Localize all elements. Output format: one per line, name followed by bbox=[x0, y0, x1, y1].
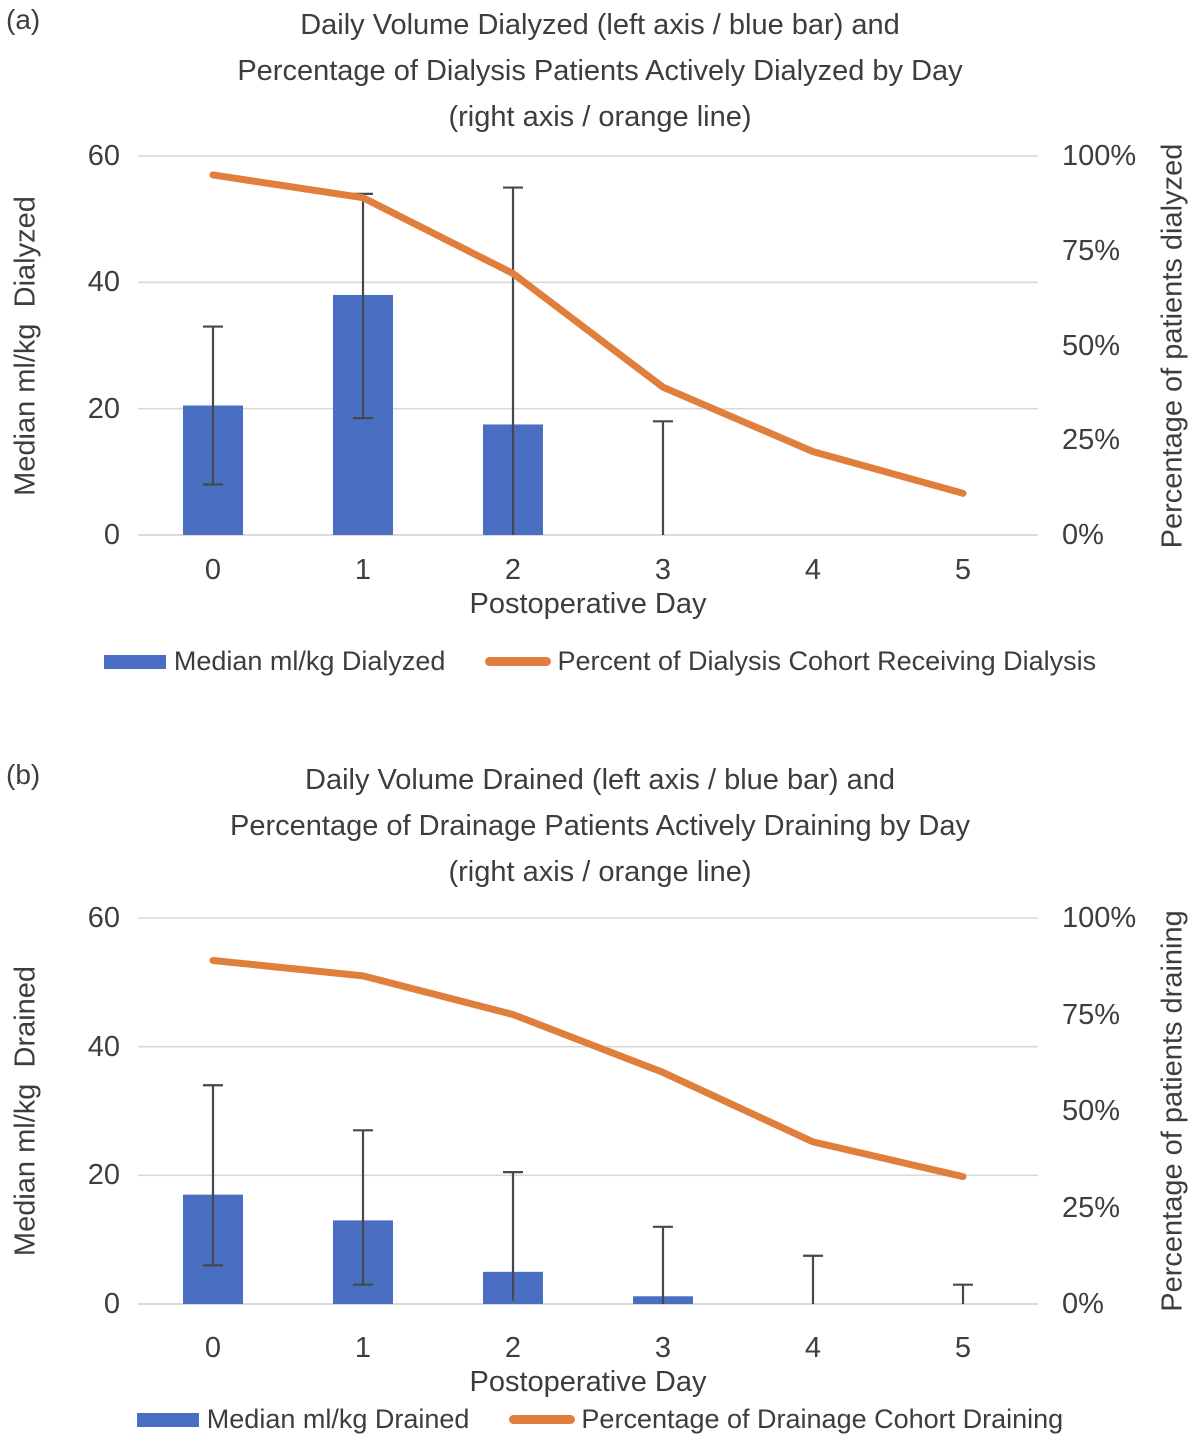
panel-b-label: (b) bbox=[6, 759, 41, 790]
chart-title-line-1: Daily Volume Dialyzed (left axis / blue … bbox=[300, 9, 900, 41]
right-axis-tick-50%: 50% bbox=[1062, 1095, 1121, 1127]
legend-line-label: Percentage of Drainage Cohort Draining bbox=[581, 1404, 1064, 1434]
legend-item-line-series: Percentage of Drainage Cohort Draining bbox=[509, 1404, 1063, 1435]
chart-title-line-2: Percentage of Drainage Patients Actively… bbox=[230, 810, 970, 842]
x-axis-tick-2: 2 bbox=[504, 554, 522, 586]
legend-bar-swatch-icon bbox=[136, 1412, 199, 1427]
chart-canvas bbox=[138, 155, 1038, 536]
x-axis-tick-5: 5 bbox=[954, 1332, 972, 1364]
x-axis-tick-1: 1 bbox=[354, 1332, 372, 1364]
chart-title-line-2: Percentage of Dialysis Patients Actively… bbox=[237, 55, 963, 87]
x-axis-title: Postoperative Day bbox=[469, 1366, 707, 1398]
right-axis-tick-25%: 25% bbox=[1062, 1191, 1121, 1224]
x-axis-tick-3: 3 bbox=[654, 1332, 672, 1364]
legend-bar-label: Median ml/kg Dialyzed bbox=[173, 646, 446, 676]
legend-line-label: Percent of Dialysis Cohort Receiving Dia… bbox=[557, 646, 1097, 676]
error-bar-day-5 bbox=[953, 1283, 973, 1304]
error-bar-day-2 bbox=[503, 1171, 523, 1301]
x-axis-tick-4: 4 bbox=[804, 1332, 822, 1364]
panel-b: (b) Daily Volume Drained (left axis / bl… bbox=[0, 755, 1200, 1439]
x-axis-title: Postoperative Day bbox=[469, 588, 707, 620]
legend-item-bar-series: Median ml/kg Drained bbox=[136, 1404, 470, 1435]
legend-bar-label: Median ml/kg Drained bbox=[206, 1404, 470, 1434]
error-bar-day-3 bbox=[653, 1225, 673, 1304]
plot-area bbox=[0, 755, 1200, 1439]
left-axis-tick-20: 20 bbox=[87, 1159, 120, 1192]
error-bar-day-1 bbox=[353, 1129, 373, 1286]
x-axis-tick-2: 2 bbox=[504, 1332, 522, 1364]
left-axis-tick-20: 20 bbox=[87, 392, 120, 425]
legend-item-bar-series: Median ml/kg Dialyzed bbox=[103, 646, 446, 677]
x-axis-tick-3: 3 bbox=[654, 554, 672, 586]
chart-title: Daily Volume Dialyzed (left axis / blue … bbox=[100, 2, 1100, 140]
x-axis-tick-1: 1 bbox=[354, 554, 372, 586]
right-axis-tick-100%: 100% bbox=[1062, 902, 1137, 934]
legend-bar-swatch-icon bbox=[103, 654, 166, 669]
legend: Median ml/kg Drained Percentage of Drain… bbox=[0, 1404, 1200, 1435]
chart-canvas bbox=[138, 917, 1038, 1305]
left-axis-tick-0: 0 bbox=[103, 519, 120, 551]
chart-title-line-3: (right axis / orange line) bbox=[448, 856, 752, 888]
error-bar-day-0 bbox=[203, 1084, 223, 1267]
right-axis-tick-100%: 100% bbox=[1062, 140, 1137, 172]
x-axis-tick-0: 0 bbox=[204, 554, 222, 586]
chart-title-line-1: Daily Volume Drained (left axis / blue b… bbox=[305, 764, 895, 796]
error-bar-day-3 bbox=[653, 420, 673, 535]
error-bar-day-0 bbox=[203, 325, 223, 486]
left-axis-tick-60: 60 bbox=[87, 902, 120, 934]
x-axis-tick-5: 5 bbox=[954, 554, 972, 586]
right-axis-tick-0%: 0% bbox=[1062, 1288, 1104, 1320]
right-axis-tick-50%: 50% bbox=[1062, 329, 1121, 362]
error-bar-day-2 bbox=[503, 186, 523, 535]
panel-a-label: (a) bbox=[6, 4, 41, 35]
legend: Median ml/kg Dialyzed Percent of Dialysi… bbox=[0, 646, 1200, 677]
right-axis-tick-0%: 0% bbox=[1062, 519, 1104, 551]
x-axis-tick-0: 0 bbox=[204, 1332, 222, 1364]
left-axis-tick-40: 40 bbox=[87, 1030, 120, 1063]
left-axis-tick-60: 60 bbox=[87, 140, 120, 172]
legend-line-swatch-icon bbox=[485, 657, 552, 666]
right-axis-tick-75%: 75% bbox=[1062, 998, 1121, 1031]
left-axis-tick-40: 40 bbox=[87, 266, 120, 299]
left-axis-tick-0: 0 bbox=[103, 1288, 120, 1320]
error-bar-day-4 bbox=[803, 1254, 823, 1304]
chart-title-line-3: (right axis / orange line) bbox=[448, 101, 752, 133]
percentage-line bbox=[209, 956, 967, 1181]
legend-line-swatch-icon bbox=[509, 1415, 576, 1424]
chart-title: Daily Volume Drained (left axis / blue b… bbox=[100, 757, 1100, 895]
legend-item-line-series: Percent of Dialysis Cohort Receiving Dia… bbox=[485, 646, 1096, 677]
panel-a: (a) Daily Volume Dialyzed (left axis / b… bbox=[0, 2, 1200, 677]
plot-area bbox=[138, 155, 1038, 536]
right-axis-tick-25%: 25% bbox=[1062, 424, 1121, 457]
x-axis-tick-4: 4 bbox=[804, 554, 822, 586]
right-axis-tick-75%: 75% bbox=[1062, 234, 1121, 267]
percentage-line bbox=[209, 171, 967, 497]
